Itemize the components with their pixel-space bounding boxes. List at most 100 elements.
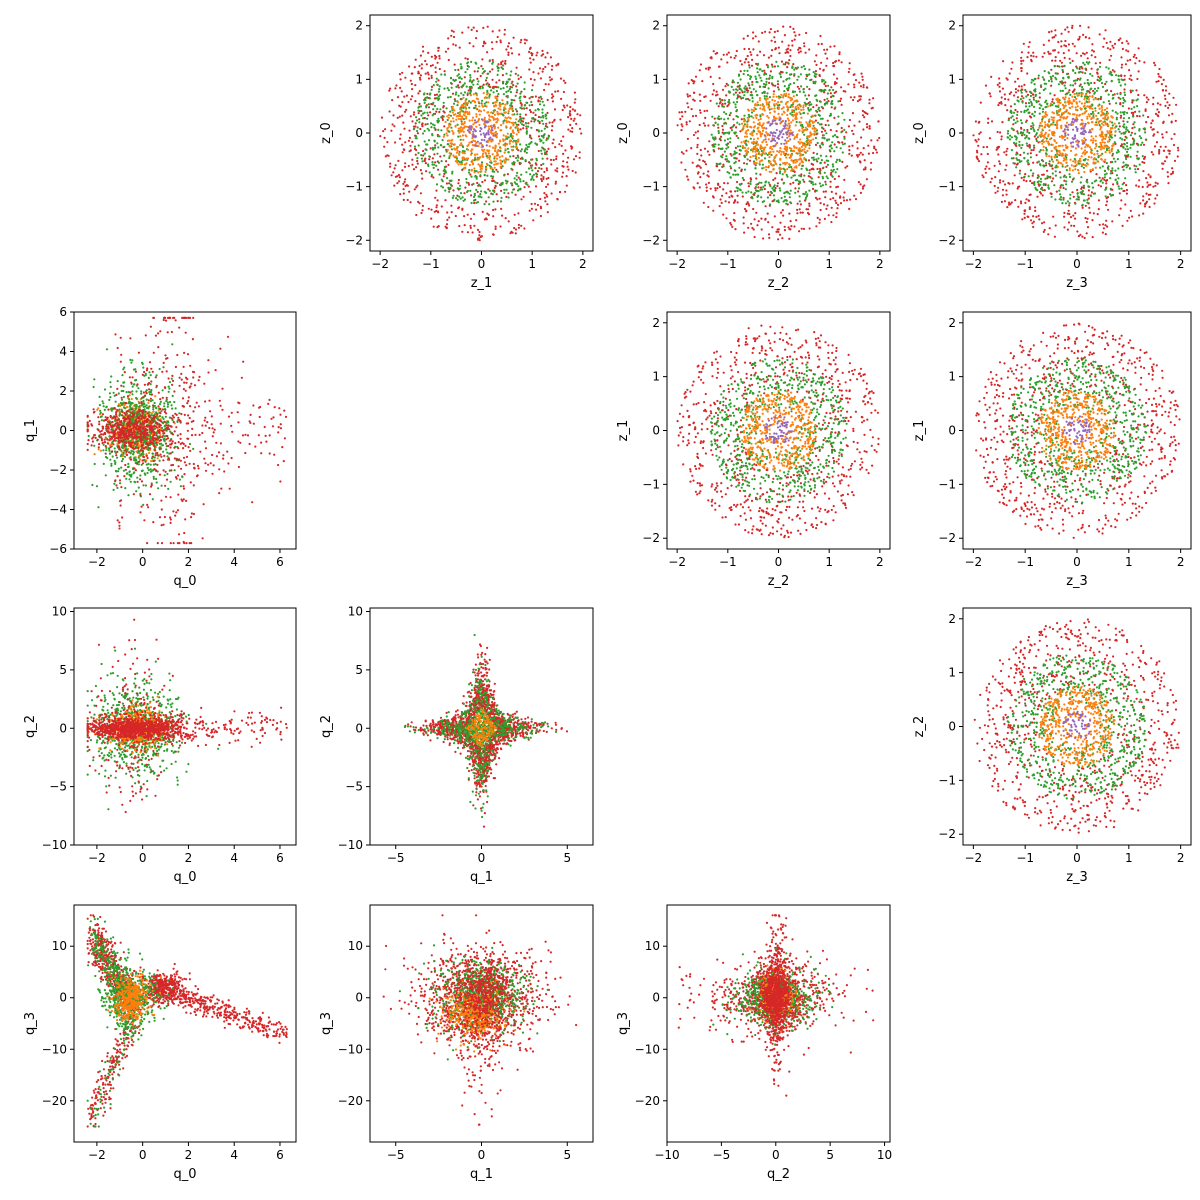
scatter-point — [788, 73, 792, 76]
scatter-point — [778, 97, 781, 100]
scatter-point — [786, 105, 789, 108]
scatter-point — [1081, 85, 1084, 89]
scatter-point — [461, 134, 465, 137]
scatter-point — [541, 108, 544, 111]
scatter-point — [848, 207, 851, 210]
scatter-point — [431, 64, 434, 67]
scatter-point — [735, 134, 738, 137]
scatter-point — [449, 114, 453, 117]
scatter-point — [1137, 47, 1140, 50]
scatter-point — [425, 148, 428, 151]
scatter-point — [398, 176, 401, 179]
scatter-point — [383, 145, 386, 148]
scatter-point — [1149, 183, 1152, 186]
scatter-point — [455, 85, 458, 88]
scatter-point — [463, 122, 466, 125]
scatter-point — [769, 131, 772, 134]
scatter-point — [1159, 103, 1162, 106]
scatter-point — [534, 185, 538, 188]
scatter-point — [469, 189, 472, 192]
scatter-point — [753, 191, 756, 195]
scatter-point — [709, 56, 712, 59]
scatter-point — [414, 153, 417, 156]
scatter-point — [500, 196, 503, 199]
scatter-point — [790, 104, 793, 107]
scatter-point — [479, 74, 482, 78]
scatter-point — [1156, 108, 1159, 111]
scatter-point — [499, 41, 502, 44]
scatter-point — [1157, 80, 1160, 83]
scatter-point — [831, 102, 834, 105]
scatter-point — [1030, 58, 1033, 62]
y-tick-label: 2 — [355, 19, 363, 33]
scatter-point — [762, 166, 765, 169]
scatter-point — [433, 146, 437, 150]
scatter-point — [848, 62, 851, 65]
scatter-point — [1120, 66, 1123, 69]
scatter-point — [501, 74, 504, 77]
scatter-point — [448, 216, 451, 219]
scatter-point — [450, 29, 453, 32]
scatter-point — [1010, 67, 1013, 70]
scatter-point — [766, 153, 769, 156]
scatter-point — [503, 191, 506, 195]
scatter-point — [786, 113, 789, 117]
scatter-point — [496, 117, 499, 120]
scatter-point — [696, 152, 699, 155]
scatter-point — [849, 96, 853, 99]
scatter-point — [749, 180, 752, 183]
scatter-point — [1092, 50, 1095, 53]
scatter-point — [1142, 170, 1145, 173]
scatter-point — [798, 46, 801, 50]
scatter-point — [1083, 63, 1086, 66]
scatter-point — [768, 236, 771, 239]
scatter-point — [759, 188, 762, 191]
scatter-point — [1120, 143, 1123, 146]
scatter-point — [735, 186, 738, 189]
scatter-point — [413, 188, 416, 191]
scatter-point — [821, 117, 824, 120]
scatter-point — [814, 143, 818, 146]
scatter-point — [486, 174, 489, 177]
scatter-point — [514, 139, 518, 143]
scatter-point — [578, 127, 582, 130]
scatter-point — [472, 213, 476, 216]
scatter-point — [807, 94, 811, 97]
scatter-point — [420, 157, 423, 160]
scatter-point — [747, 47, 751, 51]
scatter-point — [1054, 198, 1057, 201]
scatter-point — [1108, 102, 1111, 105]
scatter-point — [1090, 195, 1093, 198]
scatter-point — [421, 112, 425, 115]
scatter-point — [459, 138, 462, 141]
scatter-point — [1172, 143, 1176, 147]
scatter-point — [1051, 98, 1054, 101]
scatter-point — [830, 147, 833, 150]
scatter-point — [517, 123, 520, 126]
scatter-point — [703, 95, 706, 99]
scatter-point — [859, 95, 863, 98]
scatter-point — [874, 148, 878, 151]
scatter-point — [411, 140, 414, 143]
scatter-point — [738, 91, 741, 94]
scatter-point — [1020, 127, 1023, 130]
scatter-point — [1118, 122, 1121, 125]
scatter-point — [760, 159, 763, 162]
scatter-point — [450, 86, 453, 89]
scatter-point — [1148, 198, 1151, 201]
scatter-point — [1032, 225, 1035, 229]
scatter-point — [439, 144, 442, 147]
scatter-point — [427, 207, 430, 210]
scatter-point — [796, 104, 799, 107]
scatter-point — [463, 150, 466, 153]
scatter-point — [453, 143, 456, 146]
scatter-point — [1162, 121, 1165, 124]
scatter-point — [833, 82, 837, 86]
scatter-point — [1125, 49, 1128, 52]
scatter-point — [747, 118, 750, 121]
scatter-point — [1132, 123, 1135, 126]
scatter-point — [1063, 226, 1066, 229]
scatter-point — [806, 122, 809, 126]
scatter-point — [1022, 42, 1025, 45]
scatter-point — [763, 95, 766, 98]
